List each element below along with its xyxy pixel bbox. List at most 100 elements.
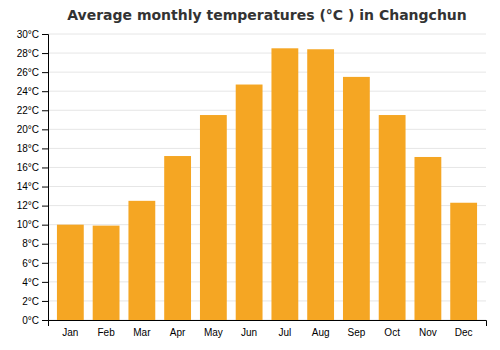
tick: 14°C <box>17 181 48 192</box>
tick: 24°C <box>17 86 48 97</box>
tick: 16°C <box>17 162 48 173</box>
tick: May <box>204 327 223 338</box>
tick-label: 8°C <box>22 238 39 249</box>
tick: Aug <box>312 327 330 338</box>
tick: 20°C <box>17 124 48 135</box>
tick: 26°C <box>17 67 48 78</box>
tick: 10°C <box>17 219 48 230</box>
tick: 2°C <box>22 296 48 307</box>
tick-label: Jan <box>62 327 78 338</box>
bar <box>379 115 406 320</box>
title: Average monthly temperatures (°C ) in Ch… <box>67 7 467 23</box>
tick-label: Mar <box>133 327 151 338</box>
tick: 18°C <box>17 143 48 154</box>
grid <box>48 34 486 320</box>
tick-label: Jul <box>278 327 291 338</box>
y-axis: 0°C 2°C 4°C 6°C 8°C 10°C 12°C 14°C 16°C 18°C 20°C 2… <box>17 29 49 326</box>
tick-mark <box>42 34 48 35</box>
bar <box>200 115 227 320</box>
bar <box>93 226 120 320</box>
tick-label: 0°C <box>22 315 39 326</box>
tick-label: 14°C <box>17 181 39 192</box>
tick: Oct <box>384 327 400 338</box>
tick: Jun <box>241 327 257 338</box>
tick-label: Nov <box>419 327 437 338</box>
tick-mark <box>42 91 48 92</box>
grid-line <box>48 91 486 92</box>
bar <box>128 201 155 320</box>
tick-mark <box>42 206 48 207</box>
tick-label: 12°C <box>17 200 39 211</box>
tick-label: Sep <box>347 327 365 338</box>
tick-mark <box>42 282 48 283</box>
tick-mark <box>42 187 48 188</box>
tick: 28°C <box>17 48 48 59</box>
grid-line <box>48 129 486 130</box>
tick: Nov <box>419 327 437 338</box>
bar <box>343 77 370 320</box>
tick-mark <box>42 72 48 73</box>
tick: 12°C <box>17 200 48 211</box>
tick-label: 18°C <box>17 143 39 154</box>
tick-label: 26°C <box>17 67 39 78</box>
tick-label: May <box>204 327 223 338</box>
tick-mark <box>42 225 48 226</box>
grid-line <box>48 72 486 73</box>
tick: Jul <box>278 327 291 338</box>
tick-mark <box>42 320 48 321</box>
tick-label: 4°C <box>22 277 39 288</box>
bar <box>271 48 298 320</box>
tick-mark <box>42 129 48 130</box>
tick-label: 20°C <box>17 124 39 135</box>
tick: 22°C <box>17 105 48 116</box>
tick-label: 22°C <box>17 105 39 116</box>
tick: Dec <box>455 327 473 338</box>
tick-mark <box>42 263 48 264</box>
bar <box>164 156 191 320</box>
tick: 4°C <box>22 277 48 288</box>
bar <box>57 225 84 320</box>
tick: Mar <box>133 327 151 338</box>
tick-label: 10°C <box>17 219 39 230</box>
x-axis: Jan Feb Mar Apr May Jun Jul Aug Sep Oct Nov Dec <box>49 321 487 339</box>
bar <box>450 203 477 320</box>
bar <box>414 157 441 320</box>
tick-mark <box>42 244 48 245</box>
tick: Jan <box>62 327 78 338</box>
tick: 0°C <box>22 315 48 326</box>
tick: 30°C <box>17 29 48 40</box>
tick-mark <box>42 167 48 168</box>
tick: Apr <box>170 327 186 338</box>
tick: Feb <box>97 327 115 338</box>
tick: Sep <box>347 327 365 338</box>
tick-label: Aug <box>312 327 330 338</box>
axis-line <box>42 35 49 321</box>
tick-label: Dec <box>455 327 473 338</box>
tick-label: Oct <box>384 327 400 338</box>
tick-label: 28°C <box>17 48 39 59</box>
tick-mark <box>42 110 48 111</box>
bar <box>236 85 263 320</box>
tick: 8°C <box>22 238 48 249</box>
chart: 0°C 2°C 4°C 6°C 8°C 10°C 12°C 14°C 16°C 18°C 20°C 2… <box>0 0 500 350</box>
tick-label: 24°C <box>17 86 39 97</box>
grid-line <box>48 34 486 35</box>
bar <box>307 49 334 320</box>
grid-line <box>48 110 486 111</box>
tick-label: Apr <box>170 327 186 338</box>
tick-label: Jun <box>241 327 257 338</box>
tick-label: 2°C <box>22 296 39 307</box>
tick-mark <box>42 53 48 54</box>
axis-line <box>49 321 487 327</box>
plot: 0°C 2°C 4°C 6°C 8°C 10°C 12°C 14°C 16°C 18°C 20°C 2… <box>17 29 487 338</box>
tick: 6°C <box>22 258 48 269</box>
tick-label: 16°C <box>17 162 39 173</box>
grid-line <box>48 148 486 149</box>
tick-mark <box>42 301 48 302</box>
tick-label: Feb <box>97 327 115 338</box>
tick-mark <box>42 148 48 149</box>
tick-label: 6°C <box>22 258 39 269</box>
grid-line <box>48 53 486 54</box>
tick-label: 30°C <box>17 29 39 40</box>
bars <box>57 48 477 320</box>
